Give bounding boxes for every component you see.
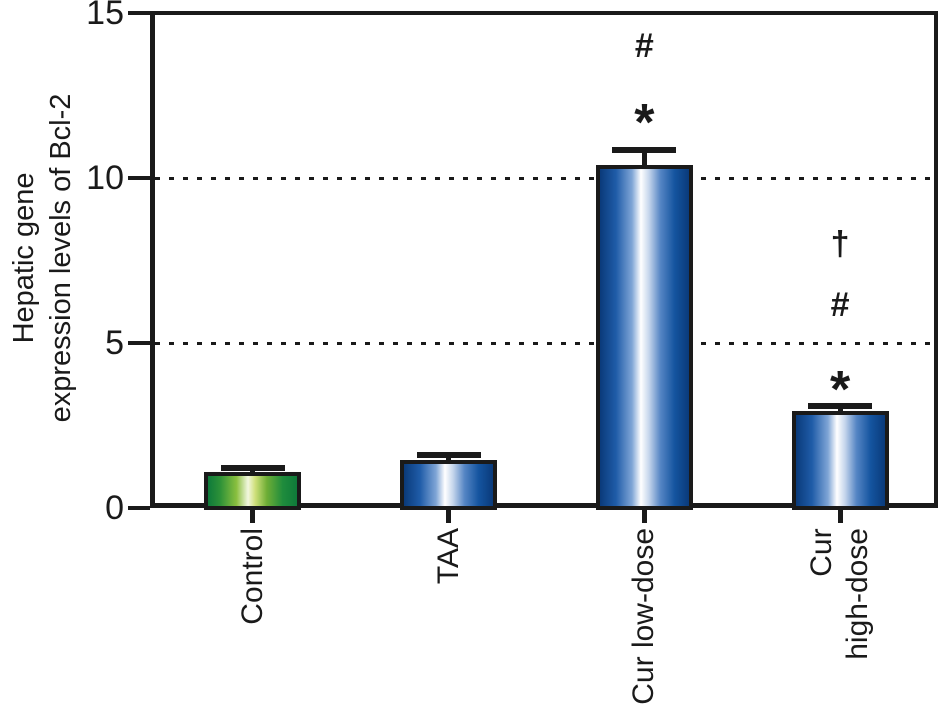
y-tick-label-15: 15 [86, 0, 124, 32]
gridline-y-5 [155, 342, 934, 345]
y-tick-label-10: 10 [86, 159, 124, 197]
y-tick-15 [128, 11, 150, 15]
x-label-cur-low-dose: Cur low-dose [627, 528, 661, 705]
y-tick-label-5: 5 [105, 324, 124, 362]
error-bar-stem-cur-low-dose [641, 149, 647, 173]
x-tick-control [250, 510, 256, 523]
error-bar-cap-control [220, 464, 285, 471]
annotation-asterisk-cur-low-dose: * [634, 93, 655, 152]
bar-cur-high-dose [791, 410, 889, 510]
y-tick-0 [128, 506, 150, 510]
bar-taa [400, 460, 498, 510]
x-tick-cur-low-dose [641, 510, 647, 523]
bar-control [204, 471, 302, 510]
x-label-control: Control [235, 528, 269, 625]
gridline-y-10 [155, 177, 934, 180]
y-tick-5 [128, 341, 150, 345]
x-label-cur-high-dose: Cur high-dose [805, 528, 875, 660]
annotation-hash-cur-low-dose: # [634, 27, 654, 65]
bar-cur-low-dose [595, 164, 693, 510]
y-axis-title: Hepatic gene expression levels of Bcl-2 [8, 93, 77, 423]
annotation-asterisk-cur-high-dose: * [830, 360, 851, 419]
error-bar-cap-cur-high-dose [808, 402, 873, 409]
error-bar-cap-cur-low-dose [612, 146, 677, 153]
x-label-taa: TAA [431, 528, 465, 585]
y-tick-label-0: 0 [105, 489, 124, 527]
annotation-hash-cur-high-dose: # [830, 286, 850, 325]
x-tick-cur-high-dose [837, 510, 843, 523]
error-bar-cap-taa [416, 452, 481, 459]
x-tick-taa [446, 510, 452, 523]
y-tick-10 [128, 176, 150, 180]
plot-area-border [150, 11, 938, 508]
annotation-dagger-cur-high-dose: † [830, 225, 850, 263]
